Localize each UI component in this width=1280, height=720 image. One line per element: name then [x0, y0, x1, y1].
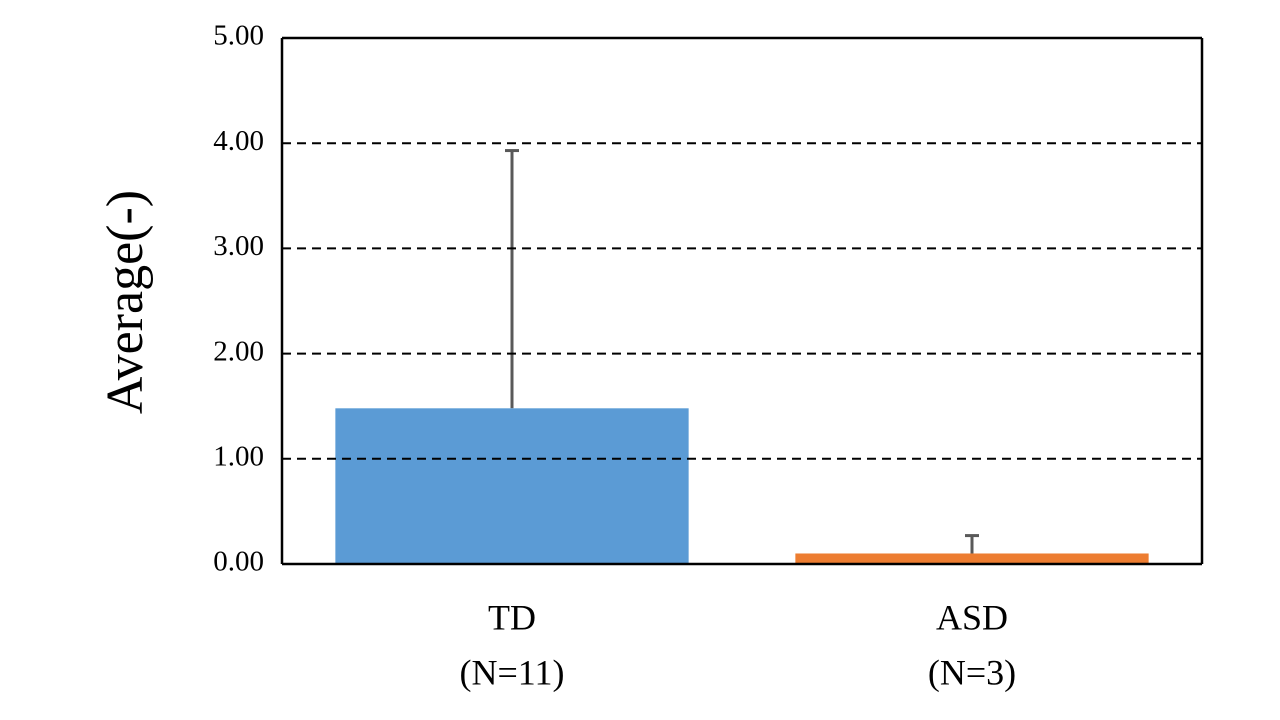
x-tick-label: (N=3) — [928, 652, 1016, 692]
x-tick-label: ASD — [936, 597, 1008, 637]
y-axis-label: Average(-) — [97, 190, 154, 414]
bar — [335, 408, 689, 564]
y-tick-label: 0.00 — [213, 546, 264, 578]
y-tick-label: 1.00 — [213, 440, 264, 472]
x-tick-label: (N=11) — [460, 652, 565, 692]
y-tick-label: 3.00 — [213, 230, 264, 262]
y-tick-label: 2.00 — [213, 335, 264, 367]
y-tick-label: 4.00 — [213, 125, 264, 157]
bar — [795, 553, 1149, 564]
y-tick-label: 5.00 — [213, 20, 264, 52]
x-tick-label: TD — [488, 597, 536, 637]
